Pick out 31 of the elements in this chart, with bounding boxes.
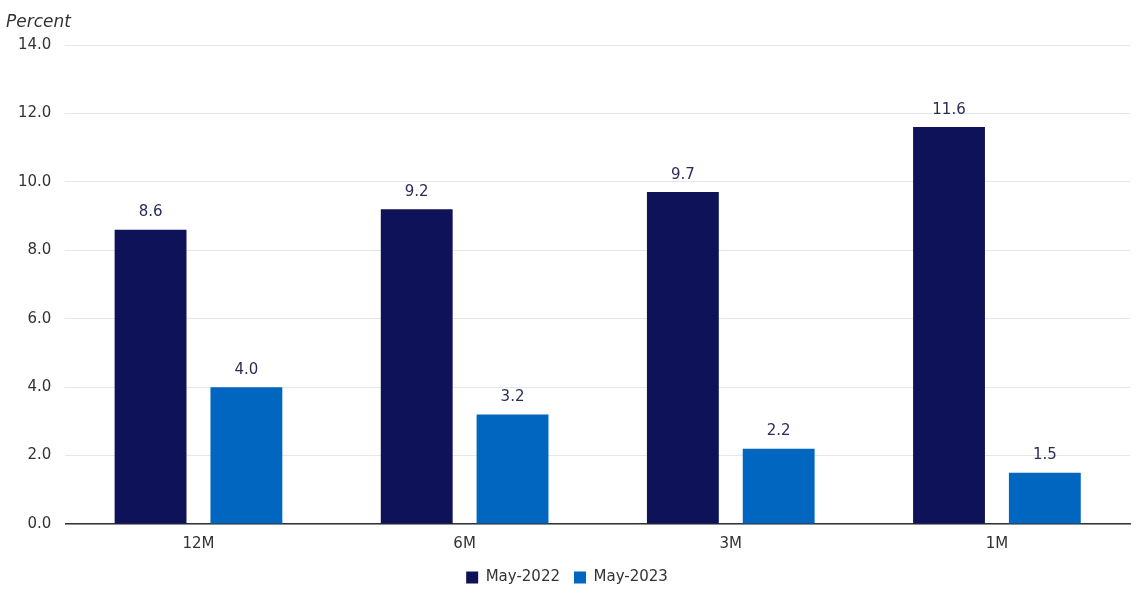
data-label: 9.7: [670, 164, 695, 183]
y-tick-label: 4.0: [27, 377, 52, 396]
data-label: 3.2: [500, 386, 525, 405]
bar: [380, 209, 453, 524]
bar: [476, 414, 549, 524]
bar: [646, 192, 719, 524]
bar: [114, 229, 187, 524]
data-label: 9.2: [404, 181, 429, 200]
x-tick-label: 6M: [453, 533, 476, 552]
data-label: 4.0: [234, 359, 259, 378]
y-axis-title: Percent: [6, 10, 73, 31]
data-label: 2.2: [766, 421, 791, 440]
data-label: 11.6: [932, 99, 966, 118]
y-tick-label: 12.0: [17, 103, 52, 122]
y-tick-label: 8.0: [27, 240, 52, 259]
legend-label: May-2022: [485, 567, 561, 586]
bar: [913, 127, 985, 524]
y-tick-label: 0.0: [27, 513, 52, 532]
data-label: 8.6: [138, 202, 163, 221]
bar: [742, 448, 815, 524]
x-tick-label: 3M: [719, 533, 743, 552]
x-tick-label: 12M: [182, 533, 215, 552]
y-tick-label: 10.0: [17, 171, 52, 190]
y-tick-label: 6.0: [27, 308, 52, 327]
legend-label: May-2023: [593, 567, 668, 586]
bar: [210, 387, 283, 524]
y-tick-label: 14.0: [17, 34, 52, 53]
y-tick-label: 2.0: [27, 445, 52, 464]
data-label: 1.5: [1032, 445, 1057, 464]
x-tick-label: 1M: [985, 533, 1009, 552]
bar: [1008, 472, 1081, 524]
